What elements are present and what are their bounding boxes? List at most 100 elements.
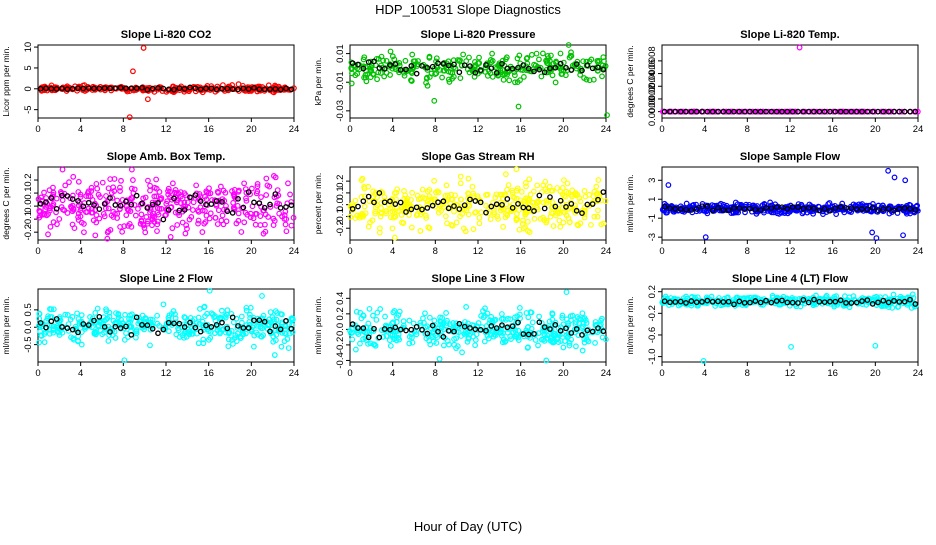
data-point (155, 211, 162, 218)
mean-point (499, 60, 505, 67)
data-point (483, 202, 490, 209)
mean-point (579, 332, 585, 338)
mean-point (208, 201, 215, 207)
mean-point (600, 328, 607, 335)
mean-point (424, 205, 431, 211)
mean-point (493, 70, 500, 76)
data-point (516, 304, 523, 311)
sample-points (347, 289, 609, 364)
data-point (360, 212, 367, 218)
data-point (225, 343, 232, 350)
data-point (582, 193, 589, 200)
y-tick-label: -0.6 (647, 327, 658, 343)
data-point (431, 196, 438, 203)
data-point (894, 304, 901, 310)
data-point (238, 319, 245, 326)
data-point (81, 229, 87, 236)
panel-title: Slope Line 2 Flow (120, 273, 213, 285)
mean-point (456, 69, 463, 76)
data-point (878, 108, 885, 115)
data-point (201, 303, 208, 310)
data-point (539, 328, 546, 335)
mean-point (859, 298, 865, 304)
mean-point (203, 201, 209, 208)
data-point (829, 298, 836, 305)
mean-point (48, 194, 55, 201)
mean-point (272, 191, 279, 197)
data-point (454, 57, 461, 63)
mean-point (376, 190, 383, 196)
data-point (723, 108, 730, 115)
data-point (387, 342, 394, 349)
mean-point (245, 189, 252, 195)
mean-point (520, 331, 527, 337)
mean-point (784, 299, 791, 306)
mean-point (483, 209, 489, 216)
data-point (514, 55, 521, 62)
data-point (238, 229, 245, 235)
mean-point (64, 86, 71, 93)
data-point (398, 211, 405, 218)
data-point (277, 311, 284, 317)
data-point (66, 179, 72, 186)
mean-point (509, 65, 516, 72)
data-point (577, 198, 584, 205)
mean-point (563, 64, 569, 71)
outlier-point (900, 232, 906, 239)
data-point (91, 329, 98, 336)
data-point (221, 86, 228, 92)
mean-point (731, 301, 737, 308)
x-tick-label: 12 (473, 368, 484, 379)
data-point (417, 228, 424, 234)
mean-point (139, 84, 145, 91)
mean-point (773, 298, 780, 304)
data-point (568, 191, 575, 198)
mean-point (499, 201, 505, 208)
data-point (389, 225, 396, 232)
data-point (241, 180, 248, 187)
data-point (534, 204, 540, 211)
data-point (431, 317, 438, 324)
mean-point (661, 203, 668, 210)
mean-point (181, 324, 188, 330)
data-point (588, 221, 594, 228)
data-point (357, 340, 363, 347)
data-point (439, 74, 445, 81)
data-point (390, 214, 397, 221)
data-point (272, 337, 279, 344)
data-point (458, 62, 465, 69)
mean-point (429, 322, 436, 329)
data-point (502, 339, 508, 345)
mean-point (69, 85, 76, 92)
data-point (184, 225, 190, 232)
mean-point (699, 203, 705, 210)
data-point (523, 209, 530, 216)
data-point (448, 191, 455, 198)
data-point (147, 342, 153, 349)
mean-point (467, 325, 473, 331)
data-point (850, 108, 857, 115)
x-tick-label: 24 (913, 124, 924, 135)
data-point (62, 182, 69, 189)
data-point (564, 180, 571, 187)
data-point (140, 221, 147, 228)
hourly-mean-points (349, 189, 607, 217)
data-point (551, 330, 558, 337)
mean-point (547, 65, 553, 72)
data-point (387, 48, 394, 55)
mean-point (520, 62, 527, 68)
data-point (45, 211, 51, 217)
y-axis-label: degrees C per min. (625, 45, 635, 117)
outlier-point (873, 235, 880, 242)
data-point (545, 335, 551, 342)
mean-point (123, 198, 129, 205)
mean-point (715, 298, 721, 305)
mean-point (552, 203, 559, 210)
data-point (396, 308, 403, 315)
data-point (113, 310, 119, 317)
x-tick-label: 4 (702, 368, 707, 379)
mean-point (365, 334, 372, 341)
mean-point (853, 108, 860, 115)
data-point (882, 108, 889, 115)
data-point (289, 315, 296, 322)
